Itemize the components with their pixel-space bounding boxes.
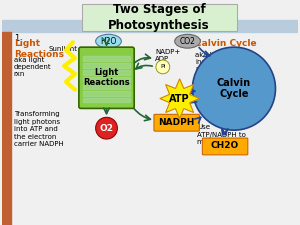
FancyBboxPatch shape (82, 4, 237, 31)
Text: H2O: H2O (100, 37, 117, 46)
Text: Calvin Cycle: Calvin Cycle (195, 39, 257, 48)
Bar (2, 20, 298, 32)
Text: NADPH: NADPH (158, 118, 195, 127)
FancyBboxPatch shape (202, 138, 248, 155)
Text: CO2: CO2 (180, 37, 196, 46)
Text: aka light
dependent
rxn: aka light dependent rxn (14, 57, 51, 77)
Text: Use
ATP/NADPH to
make glucose: Use ATP/NADPH to make glucose (197, 124, 246, 145)
Circle shape (96, 117, 117, 139)
Bar (83, 91, 130, 96)
Bar (83, 98, 130, 103)
Ellipse shape (175, 34, 200, 48)
Text: CH2O: CH2O (211, 142, 239, 151)
Text: Sunlight: Sunlight (48, 46, 77, 52)
Bar (83, 63, 130, 68)
Circle shape (156, 60, 170, 74)
Circle shape (193, 47, 275, 130)
Text: Light
Reactions: Light Reactions (14, 39, 64, 59)
FancyBboxPatch shape (154, 114, 200, 131)
FancyBboxPatch shape (79, 47, 134, 108)
Text: aka light
independent
reaction: aka light independent reaction (195, 52, 240, 72)
Text: Pi: Pi (160, 64, 166, 70)
Ellipse shape (96, 34, 121, 48)
Text: O2: O2 (100, 124, 113, 133)
Text: Transforming
light photons
into ATP and
the electron
carrier NADPH: Transforming light photons into ATP and … (14, 111, 63, 147)
Bar (83, 70, 130, 75)
Bar (83, 77, 130, 82)
Text: NADP+
ADP: NADP+ ADP (155, 49, 180, 62)
Bar (83, 84, 130, 89)
Bar (83, 56, 130, 61)
Text: +: + (155, 64, 161, 70)
Text: 1: 1 (14, 34, 19, 43)
Text: ATP: ATP (169, 94, 190, 104)
Text: Calvin
Cycle: Calvin Cycle (217, 78, 251, 99)
Bar (2, 32, 11, 225)
Text: Two Stages of
Photosynthesis: Two Stages of Photosynthesis (108, 3, 210, 32)
Polygon shape (160, 79, 200, 118)
Text: Light
Reactions: Light Reactions (83, 68, 130, 88)
